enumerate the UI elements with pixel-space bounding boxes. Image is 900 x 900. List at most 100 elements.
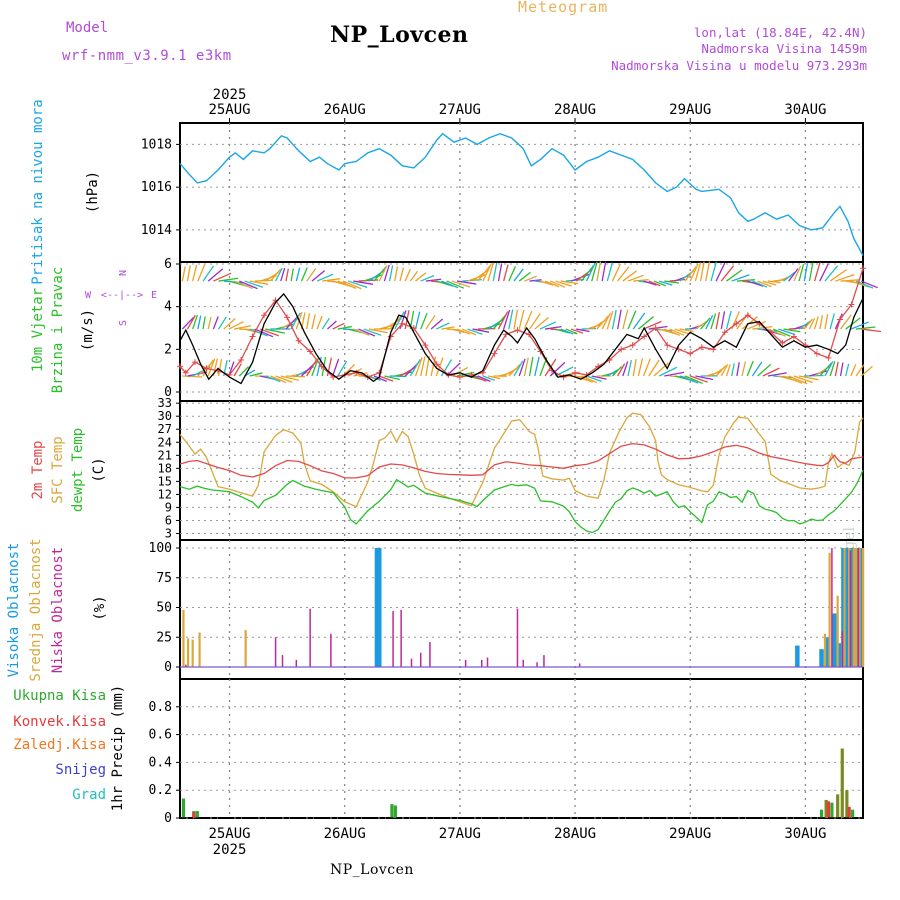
meteogram-label: Meteogram (518, 0, 609, 16)
y-tick-label: 21 (158, 448, 172, 462)
precip-bar-0 (830, 802, 834, 818)
cloud-bar-2 (429, 642, 431, 667)
wind-barb (316, 273, 334, 282)
wind-barb (715, 312, 721, 330)
y-tick-label: 0.8 (149, 700, 172, 715)
y-tick-label: 0.6 (149, 728, 172, 743)
wind-barb (378, 264, 388, 282)
wind-barb (197, 264, 206, 282)
wind-barb (425, 356, 430, 377)
cloud-bar-1 (848, 548, 851, 667)
wind-gust-marker (295, 337, 302, 344)
wind-gust-marker (514, 327, 521, 334)
precip-bar-0 (840, 748, 844, 818)
precip-bar-0 (836, 794, 840, 818)
wind-barb (829, 313, 835, 330)
wind-gust-marker (182, 369, 189, 376)
cloud-bar-2 (516, 608, 519, 667)
wind-barb (275, 267, 283, 282)
wind-barb (331, 358, 340, 377)
pressure-side-label: Pritisak na nivou mora (30, 99, 46, 284)
wind-barb (239, 280, 258, 290)
wind-side-label-2: Brzina i Pravac (50, 267, 66, 393)
cloud-bar-1 (198, 632, 201, 667)
wind-barb (637, 316, 655, 330)
compass-east: E (151, 290, 157, 301)
wind-barb (368, 328, 388, 334)
wind-barb (772, 328, 791, 337)
wind-barb (601, 312, 612, 330)
wind-barb (596, 315, 609, 330)
model-altitude-label: Nadmorska Visina u modelu 973.293m (611, 58, 867, 73)
wind-barb (523, 310, 533, 330)
wind-barb (824, 265, 839, 282)
wind-barb (207, 358, 216, 377)
wind-barb (451, 280, 471, 288)
wind-gust-marker (618, 346, 625, 353)
wind-barb (726, 269, 743, 282)
wind-barb (332, 322, 345, 330)
y-tick-label: 0 (164, 385, 172, 400)
wind-barb (420, 275, 435, 282)
wind-barb (472, 375, 487, 382)
wind-barb (757, 280, 772, 288)
cloud-bar-2 (849, 550, 852, 667)
y-tick-label: 50 (156, 601, 172, 616)
wind-barb (839, 362, 844, 377)
wind-barb (306, 313, 311, 330)
cloud-bar-2 (831, 548, 833, 667)
wind-barb (695, 320, 707, 330)
cloud-bar-0 (850, 548, 855, 667)
wind-barb (223, 318, 236, 330)
temp-unit-label: (C) (91, 457, 107, 482)
wind-barb (254, 279, 274, 282)
wind-barb (197, 315, 202, 330)
wind-gust-marker (353, 369, 360, 376)
wind-barb (684, 266, 697, 282)
wind-barb (233, 363, 242, 377)
wind-barb (612, 365, 623, 377)
wind-barb (394, 266, 399, 282)
precip-bar-0 (845, 790, 849, 818)
wind-barb (217, 359, 223, 377)
wind-barb (586, 323, 602, 330)
wind-barb (808, 317, 816, 330)
wind-barb (591, 261, 598, 282)
wind-unit-label: (m/s) (80, 309, 96, 351)
wind-barb (440, 359, 453, 377)
wind-barb (497, 263, 503, 282)
precip-bar-0 (195, 811, 199, 818)
cloud-side-label-2: Srednja Oblacnost (28, 538, 44, 681)
cloud-bar-0 (841, 548, 846, 667)
wind-barb (451, 328, 465, 334)
wind-barb (409, 359, 421, 377)
wind-gust-marker (836, 316, 843, 323)
wind-barb (705, 314, 714, 330)
wind-barb (757, 363, 772, 377)
wind-barb (192, 314, 199, 330)
precip-bar-0 (851, 809, 855, 818)
wind-barb (218, 316, 227, 330)
wind-barb (472, 328, 490, 333)
wind-barb (767, 372, 787, 377)
wind-barb (430, 318, 444, 330)
pressure-unit-label: (hPa) (85, 171, 101, 213)
x-tick-label-bottom: 25AUG (208, 826, 250, 842)
wind-barb (441, 280, 459, 289)
wind-gust-marker (560, 374, 567, 381)
x-tick-label-top: 30AUG (784, 102, 826, 118)
wind-barb (778, 328, 796, 336)
wind-barb (311, 270, 326, 282)
temp-side-label-1: 2m Temp (30, 440, 46, 499)
wind-barb (720, 364, 729, 377)
wind-barb (249, 328, 268, 337)
wind-barb (435, 322, 450, 330)
cloud-bar-0 (819, 649, 824, 667)
cloud-bar-0 (844, 548, 850, 667)
wind-barb (249, 280, 269, 285)
wind-barb (353, 328, 370, 336)
wind-barb (513, 268, 524, 282)
wind-barb (280, 375, 299, 381)
wind-barb (575, 375, 593, 383)
